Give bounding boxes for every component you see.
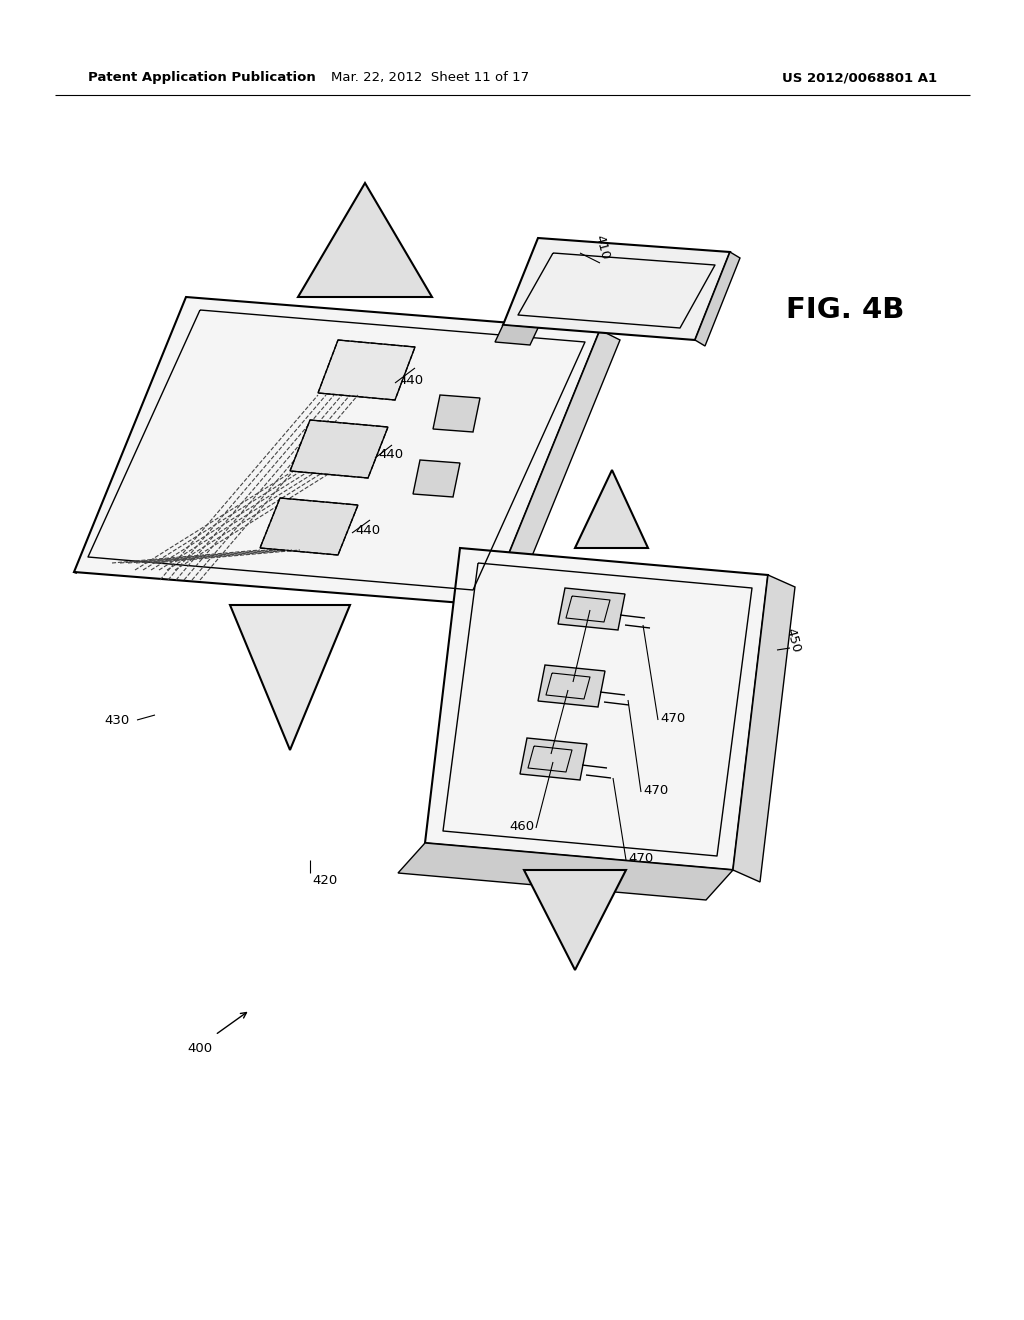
Polygon shape [558, 587, 625, 630]
Polygon shape [495, 325, 538, 345]
Text: 410: 410 [593, 234, 611, 261]
Polygon shape [433, 395, 480, 432]
Text: 430: 430 [104, 714, 130, 726]
Polygon shape [524, 870, 626, 970]
Polygon shape [260, 498, 358, 554]
Polygon shape [290, 420, 388, 478]
Text: 400: 400 [187, 1041, 213, 1055]
Text: 460: 460 [510, 820, 535, 833]
Text: 440: 440 [378, 449, 403, 462]
Text: Patent Application Publication: Patent Application Publication [88, 71, 315, 84]
Text: 460: 460 [547, 673, 572, 686]
Text: 460: 460 [525, 746, 550, 759]
Text: 470: 470 [660, 711, 685, 725]
Text: 470: 470 [643, 784, 669, 796]
Text: 440: 440 [398, 374, 423, 387]
Polygon shape [695, 252, 740, 346]
Text: 420: 420 [312, 874, 337, 887]
Text: 470: 470 [628, 851, 653, 865]
Polygon shape [413, 459, 460, 498]
Text: 450: 450 [783, 626, 803, 653]
Polygon shape [733, 576, 795, 882]
Text: Mar. 22, 2012  Sheet 11 of 17: Mar. 22, 2012 Sheet 11 of 17 [331, 71, 529, 84]
Polygon shape [318, 341, 415, 400]
Polygon shape [230, 605, 350, 750]
Polygon shape [520, 738, 587, 780]
Text: 440: 440 [355, 524, 380, 536]
Polygon shape [425, 548, 768, 870]
Polygon shape [575, 470, 648, 548]
Text: US 2012/0068801 A1: US 2012/0068801 A1 [782, 71, 937, 84]
Polygon shape [74, 297, 600, 605]
Polygon shape [398, 843, 733, 900]
Polygon shape [298, 183, 432, 297]
Text: FIG. 4B: FIG. 4B [785, 296, 904, 323]
Polygon shape [488, 330, 620, 615]
Polygon shape [503, 238, 730, 341]
Polygon shape [538, 665, 605, 708]
